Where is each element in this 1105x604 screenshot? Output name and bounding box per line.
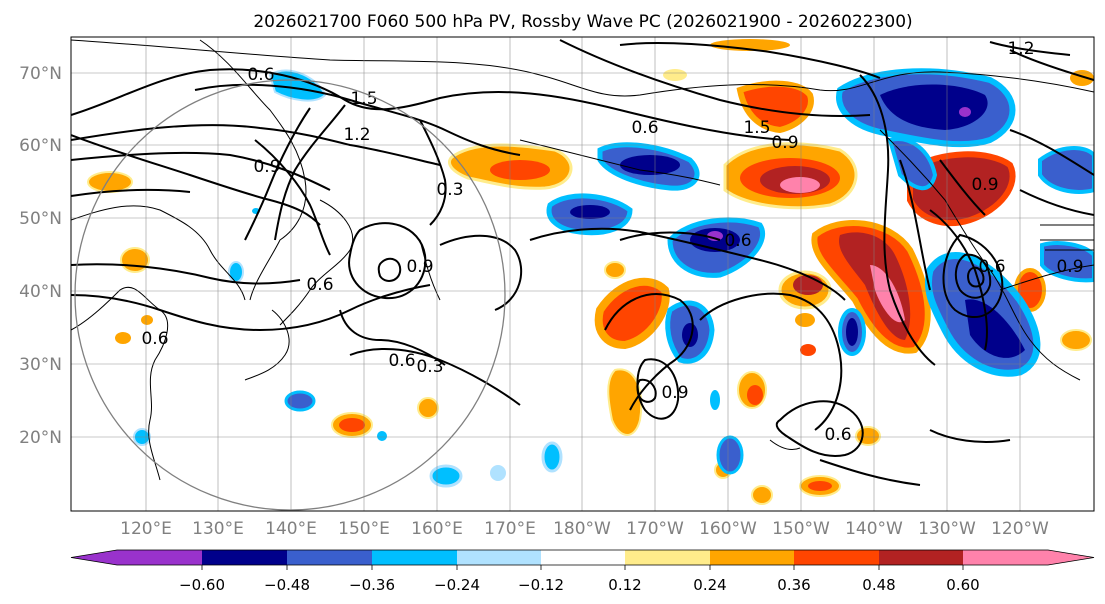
lon-label: 170°W [626, 519, 684, 539]
colorbar-tick-label: 0.48 [862, 576, 895, 594]
lon-label: 120°W [991, 519, 1049, 539]
colorbar-bin [457, 550, 541, 565]
colorbar-bin [625, 550, 710, 565]
contour-label: 0.9 [771, 133, 798, 153]
contour-label: 0.3 [416, 357, 443, 377]
colorbar-bin [202, 550, 287, 565]
colorbar-bin [287, 550, 372, 565]
contour-label: 0.9 [253, 157, 280, 177]
contour-label: 0.6 [306, 275, 333, 295]
contour-label: 0.9 [971, 175, 998, 195]
lat-label: 40°N [19, 282, 62, 302]
colorbar-bin [541, 550, 625, 565]
lat-label: 60°N [19, 136, 62, 156]
lon-label: 160°W [699, 519, 757, 539]
colorbar-tick-label: 0.36 [777, 576, 810, 594]
lon-label: 130°E [192, 519, 244, 539]
contour-label: 1.5 [350, 89, 377, 109]
contour-label: 0.6 [724, 231, 751, 251]
lon-label: 170°E [484, 519, 536, 539]
colorbar-bin [879, 550, 963, 565]
contour-label: 1.2 [343, 125, 370, 145]
contour-label: 1.2 [1007, 39, 1034, 59]
colorbar-tick-label: −0.36 [349, 576, 395, 594]
longitude-labels: 120°E 130°E 140°E 150°E 160°E 170°E 180°… [120, 519, 1049, 539]
colorbar-tick-label: 0.24 [693, 576, 726, 594]
lat-label: 70°N [19, 64, 62, 84]
colorbar: −0.60 −0.48 −0.36 −0.24 −0.12 0.12 0.24 … [70, 549, 1095, 594]
contour-label: 0.6 [978, 257, 1005, 277]
lon-label: 140°W [845, 519, 903, 539]
colorbar-bin [710, 550, 794, 565]
colorbar-tick-label: 0.12 [608, 576, 641, 594]
contour-label: 0.9 [1056, 257, 1083, 277]
lat-label: 30°N [19, 355, 62, 375]
pv-contours [71, 39, 1094, 486]
colorbar-bin [372, 550, 457, 565]
contour-label: 0.9 [406, 257, 433, 277]
lon-label: 140°E [265, 519, 317, 539]
lon-label: 130°W [918, 519, 976, 539]
contour-label: 0.6 [824, 425, 851, 445]
contour-label: 0.6 [247, 65, 274, 85]
colorbar-tick-label: −0.24 [434, 576, 480, 594]
lon-label: 180°W [553, 519, 611, 539]
contour-label: 0.6 [388, 351, 415, 371]
lon-label: 150°E [338, 519, 390, 539]
lat-label: 50°N [19, 209, 62, 229]
contour-label: 0.6 [631, 118, 658, 138]
colorbar-tick-label: −0.12 [518, 576, 564, 594]
map-panel: 0.6 1.5 1.2 0.9 0.3 0.9 0.6 0.6 0.3 0.6 … [71, 37, 1094, 511]
lon-label: 120°E [120, 519, 172, 539]
lat-label: 20°N [19, 428, 62, 448]
colorbar-tick-label: −0.48 [264, 576, 310, 594]
lon-label: 160°E [411, 519, 463, 539]
latitude-labels: 70°N 60°N 50°N 40°N 30°N 20°N [19, 64, 62, 448]
map-frame [70, 36, 1095, 512]
colorbar-extend-max [963, 550, 1094, 565]
contour-label: 0.6 [141, 329, 168, 349]
coastlines [71, 39, 1094, 481]
wave-packet-circle [74, 79, 506, 511]
colorbar-bin [794, 550, 879, 565]
negative-pv-anomalies [133, 68, 1094, 488]
lon-label: 150°W [772, 519, 830, 539]
colorbar-extend-min [71, 550, 202, 565]
figure-title: 2026021700 F060 500 hPa PV, Rossby Wave … [253, 12, 912, 32]
contour-label: 1.5 [743, 118, 770, 138]
contour-label: 0.3 [436, 180, 463, 200]
gridlines [71, 37, 1094, 511]
contour-label: 0.9 [661, 383, 688, 403]
colorbar-tick-label: −0.60 [179, 576, 225, 594]
contour-labels: 0.6 1.5 1.2 0.9 0.3 0.9 0.6 0.6 0.3 0.6 … [141, 39, 1083, 445]
colorbar-tick-label: 0.60 [946, 576, 979, 594]
